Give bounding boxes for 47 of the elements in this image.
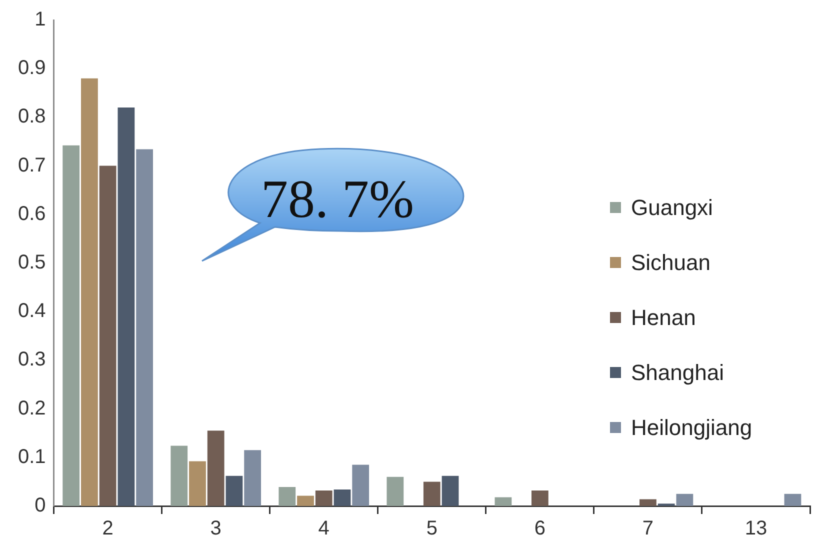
x-tick-label: 4 xyxy=(318,518,330,540)
bar xyxy=(423,482,440,506)
y-tick-label: 0.3 xyxy=(18,348,46,371)
bar xyxy=(784,494,802,506)
y-tick-label: 0.7 xyxy=(18,154,46,176)
bar xyxy=(278,487,296,506)
y-tick-label: 0.6 xyxy=(18,202,46,225)
bar xyxy=(297,496,314,506)
bar xyxy=(81,78,98,506)
y-tick-label: 0 xyxy=(34,494,46,517)
y-tick-label: 0.9 xyxy=(18,57,46,80)
bar xyxy=(334,489,351,506)
y-tick-label: 0.2 xyxy=(18,397,46,420)
legend-label: Henan xyxy=(631,304,696,330)
bar xyxy=(226,476,243,506)
legend-label: Sichuan xyxy=(631,250,711,276)
x-tick-label: 5 xyxy=(426,518,438,540)
y-tick-label: 0.8 xyxy=(18,106,46,128)
x-tick-label: 2 xyxy=(102,518,114,540)
x-tick-label: 7 xyxy=(642,518,654,540)
bar xyxy=(386,476,404,506)
legend-label: Shanghai xyxy=(631,360,724,386)
bar xyxy=(494,497,512,506)
x-tick-label: 3 xyxy=(210,518,222,540)
bar xyxy=(62,145,80,506)
legend-label: Guangxi xyxy=(631,194,713,220)
annotation: 78. 7% xyxy=(260,168,415,230)
bar xyxy=(640,499,656,506)
bar xyxy=(315,490,332,506)
bar xyxy=(136,149,153,506)
bar xyxy=(170,446,188,506)
y-tick-label: 0.5 xyxy=(18,252,46,274)
y-tick-label: 0.1 xyxy=(18,446,46,468)
bar xyxy=(99,166,116,506)
legend-label: Heilongjiang xyxy=(631,414,752,440)
bar xyxy=(442,476,459,506)
y-tick-label: 1 xyxy=(34,8,46,31)
bar xyxy=(207,430,224,506)
bar xyxy=(676,494,694,506)
bar xyxy=(118,107,135,506)
bar xyxy=(189,461,206,506)
bar xyxy=(531,490,548,506)
x-tick-label: 6 xyxy=(534,518,546,540)
bar xyxy=(244,450,262,506)
x-tick-label: 13 xyxy=(744,518,768,540)
y-tick-label: 0.4 xyxy=(18,300,46,322)
bar xyxy=(352,464,370,506)
